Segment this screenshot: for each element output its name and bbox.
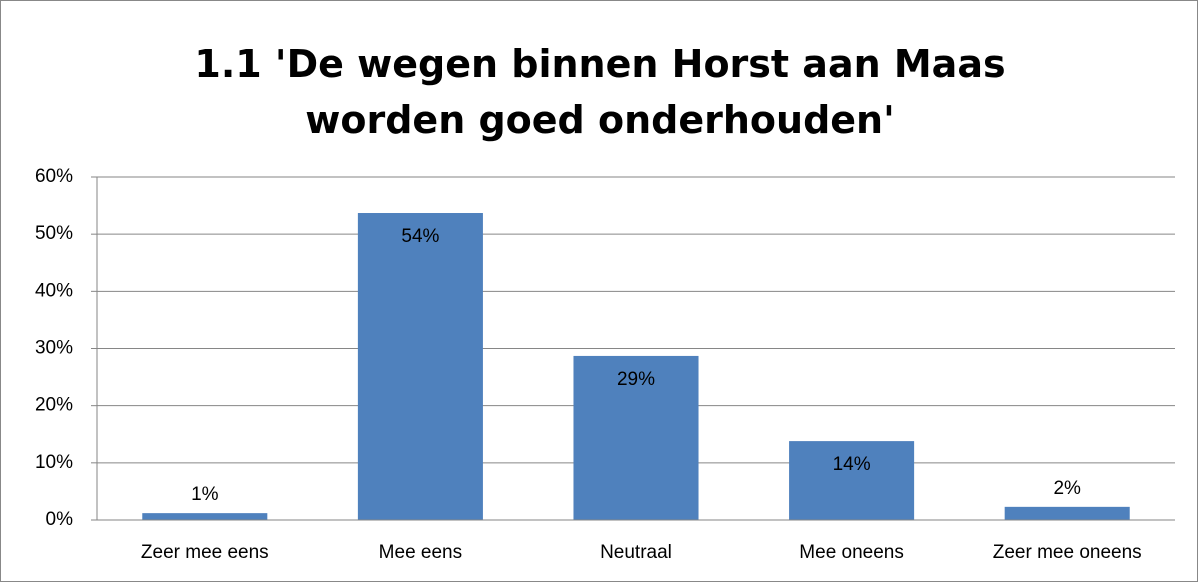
data-label: 14% <box>833 454 871 475</box>
x-tick-label: Neutraal <box>600 542 672 563</box>
y-tick-label: 30% <box>35 338 73 359</box>
data-label: 29% <box>617 369 655 390</box>
bar <box>789 441 915 520</box>
y-tick-label: 60% <box>35 166 73 187</box>
bar <box>357 213 483 520</box>
y-tick-label: 40% <box>35 280 73 301</box>
y-tick-label: 10% <box>35 452 73 473</box>
bar <box>142 513 268 520</box>
y-tick-label: 50% <box>35 223 73 244</box>
data-label: 54% <box>401 226 439 247</box>
x-tick-label: Mee oneens <box>799 542 904 563</box>
data-label: 1% <box>191 484 219 505</box>
x-tick-label: Mee eens <box>379 542 462 563</box>
x-tick-label: Zeer mee oneens <box>993 542 1142 563</box>
chart-title: 1.1 'De wegen binnen Horst aan Maas word… <box>194 42 1006 142</box>
bar <box>573 355 699 520</box>
y-tick-label: 20% <box>35 395 73 416</box>
x-tick-label: Zeer mee eens <box>141 542 269 563</box>
data-label: 2% <box>1053 478 1081 499</box>
y-tick-label: 0% <box>46 509 74 530</box>
bar <box>1004 506 1130 520</box>
